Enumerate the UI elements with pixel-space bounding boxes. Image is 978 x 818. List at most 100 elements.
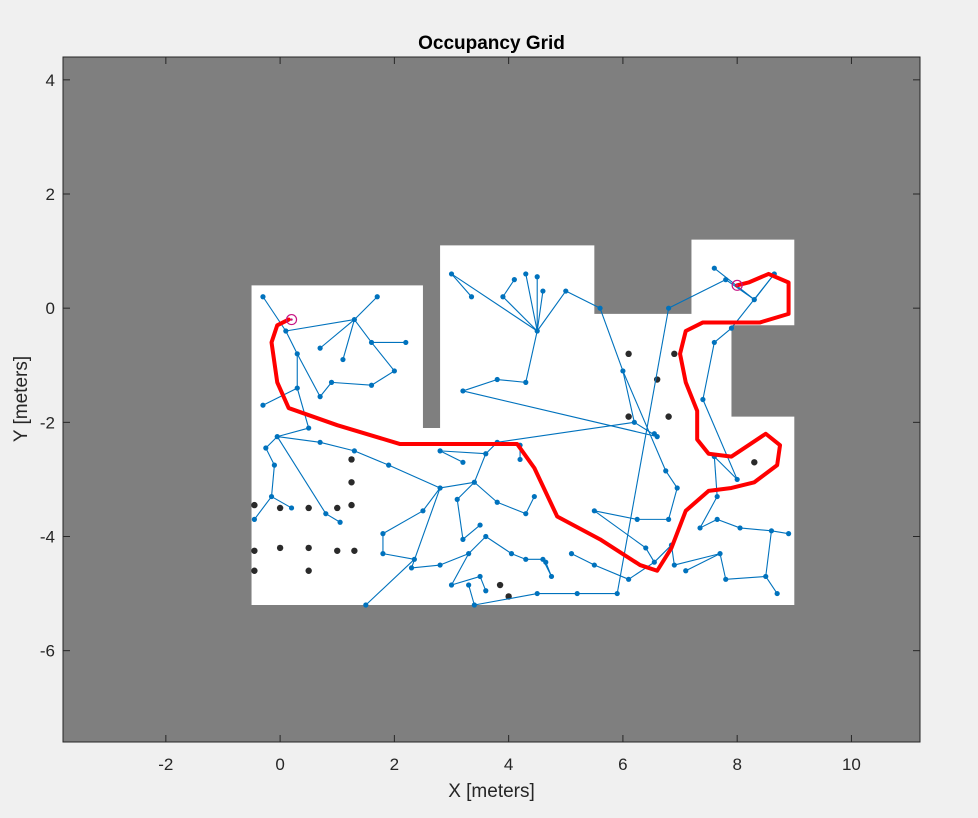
tree-node [523, 511, 529, 517]
tree-edge [771, 530, 789, 535]
tree-node [380, 531, 386, 537]
tree-node [523, 379, 529, 385]
tree-node [785, 531, 792, 537]
y-tick-label: -4 [40, 528, 55, 547]
tree-edge [296, 387, 310, 429]
tree-edge [525, 496, 535, 514]
x-tick-label: 10 [842, 755, 861, 774]
obstacle [625, 413, 632, 420]
obstacle [334, 504, 341, 512]
tree-node [368, 382, 375, 388]
tree-node [534, 274, 540, 280]
tree-node [471, 479, 477, 485]
tree-node [351, 316, 357, 323]
tree-node [460, 536, 466, 542]
tree-edge [719, 553, 727, 580]
tree-node [534, 590, 540, 597]
axes-box [62, 56, 921, 743]
tree-node [666, 305, 672, 311]
tree-node [454, 496, 460, 502]
obstacle [305, 567, 312, 574]
tree-node [548, 573, 555, 580]
tree-edge [753, 273, 775, 300]
tree-edge [536, 290, 567, 332]
tree-edge [699, 496, 718, 529]
obstacle [348, 501, 355, 509]
tree-node [568, 551, 575, 557]
tree-node [391, 368, 397, 374]
tree-edge [725, 575, 766, 580]
tree-node [448, 582, 455, 588]
tree-edge [594, 510, 647, 549]
tree-node [411, 556, 417, 562]
tree-node [408, 565, 415, 571]
tree-edge [474, 593, 538, 606]
tree-node [774, 590, 780, 597]
tree-edge [565, 290, 601, 309]
tree-edge [265, 436, 278, 449]
tree-edge [319, 382, 332, 397]
tree-node [288, 505, 295, 511]
planned-path [269, 271, 791, 573]
tree-edge [285, 319, 355, 332]
tree-edge [462, 524, 481, 540]
tree-node [643, 545, 649, 551]
tree-edge [265, 447, 275, 466]
tree-node [294, 351, 300, 357]
tree-node [363, 602, 369, 608]
tree-edge [765, 530, 772, 577]
tree-node [317, 345, 323, 351]
tree-edge [665, 470, 678, 489]
tree-node [511, 277, 517, 283]
tree-node [483, 451, 489, 457]
tree-node [734, 476, 740, 483]
tree-node [260, 294, 266, 300]
start-marker [285, 313, 298, 326]
tree-node [711, 339, 717, 346]
tree-node [717, 551, 723, 557]
obstacle [276, 544, 284, 552]
tree-edge [702, 399, 738, 480]
tree-edge [410, 487, 441, 569]
obstacle [348, 479, 355, 486]
tree-node [517, 456, 523, 463]
x-tick-label: -2 [158, 755, 173, 774]
tree-node [323, 511, 329, 517]
tree-edge [276, 436, 327, 514]
tree-edge [473, 453, 487, 483]
tree-edge [668, 487, 678, 520]
x-tick-label: 0 [275, 755, 284, 774]
tree-node [671, 562, 677, 568]
y-tick-label: 0 [46, 299, 55, 318]
tree-node [471, 602, 477, 608]
obstacle [305, 504, 312, 512]
tree-node [468, 294, 475, 300]
tree-edge [462, 378, 498, 392]
tree-edge [645, 547, 655, 563]
tree-edge [353, 296, 378, 320]
tree-edge [451, 273, 538, 332]
tree-node [328, 379, 335, 385]
tree-node [251, 516, 257, 522]
tree-node [540, 288, 546, 294]
obstacle [348, 456, 355, 463]
tree-node [386, 462, 392, 468]
tree-edge [685, 553, 721, 572]
tree-edge [599, 307, 624, 372]
tree-node [534, 328, 540, 334]
tree-edge [270, 465, 275, 497]
tree-edge [451, 575, 481, 586]
tree-node [651, 431, 657, 437]
tree-node [737, 525, 743, 531]
axes: -2 0 2 4 6 8 10 4 2 0 -2 -4 -6 [40, 56, 921, 774]
tree-edge [653, 544, 672, 563]
tree-node [294, 385, 300, 391]
obstacle [251, 547, 258, 554]
tree-edge [382, 510, 424, 535]
tree-edge [536, 290, 544, 332]
tree-node [274, 434, 280, 440]
tree-edge [411, 564, 441, 569]
tree-edge [439, 553, 469, 566]
tree-edge [354, 450, 389, 466]
tree-node [666, 516, 672, 522]
